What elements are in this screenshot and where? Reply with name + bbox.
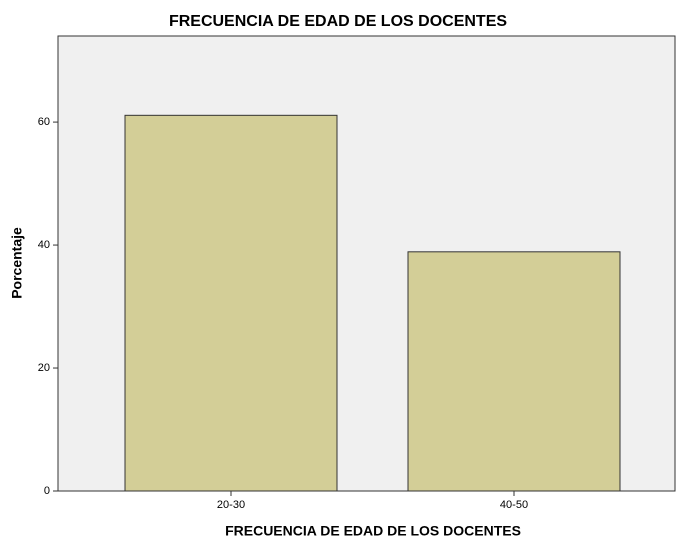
y-tick-label: 20 bbox=[38, 362, 50, 374]
x-axis-label: FRECUENCIA DE EDAD DE LOS DOCENTES bbox=[225, 523, 521, 539]
y-tick-label: 40 bbox=[38, 239, 50, 251]
bar bbox=[124, 114, 338, 492]
x-tick-label: 20-30 bbox=[217, 499, 245, 511]
bar bbox=[407, 251, 621, 492]
x-tick-label: 40-50 bbox=[500, 499, 528, 511]
y-tick-label: 60 bbox=[38, 116, 50, 128]
y-tick-label: 0 bbox=[44, 485, 50, 497]
chart-title: FRECUENCIA DE EDAD DE LOS DOCENTES bbox=[169, 13, 507, 30]
y-axis-label: Porcentaje bbox=[9, 227, 25, 299]
